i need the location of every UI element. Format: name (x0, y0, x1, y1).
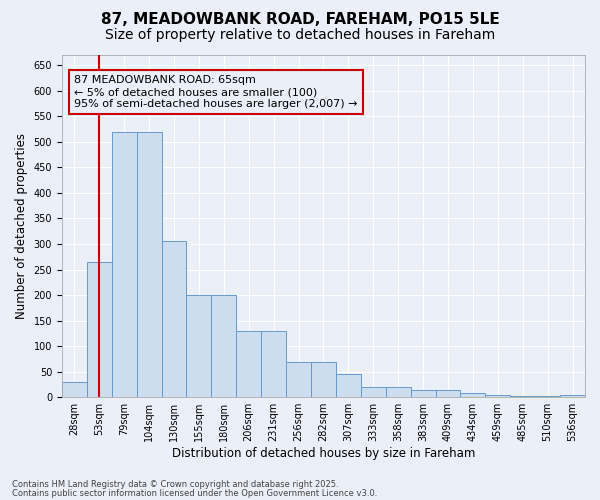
Bar (535, 396, 560, 397)
Text: 87, MEADOWBANK ROAD, FAREHAM, PO15 5LE: 87, MEADOWBANK ROAD, FAREHAM, PO15 5LE (101, 12, 499, 28)
Bar (87, 262, 112, 397)
Text: 87 MEADOWBANK ROAD: 65sqm
← 5% of detached houses are smaller (100)
95% of semi-: 87 MEADOWBANK ROAD: 65sqm ← 5% of detach… (74, 76, 358, 108)
Bar (410, 390, 436, 397)
Bar (112, 132, 137, 397)
Bar (560, 394, 585, 397)
Bar (137, 132, 161, 397)
Y-axis label: Number of detached properties: Number of detached properties (15, 133, 28, 319)
Bar (485, 394, 510, 397)
Bar (361, 387, 386, 397)
Bar (161, 242, 187, 397)
Bar (187, 295, 211, 397)
Bar (386, 387, 410, 397)
Text: Size of property relative to detached houses in Fareham: Size of property relative to detached ho… (105, 28, 495, 42)
Bar (510, 396, 535, 397)
Bar (62, 382, 87, 397)
Bar (336, 374, 361, 397)
Bar (211, 295, 236, 397)
Bar (311, 362, 336, 397)
X-axis label: Distribution of detached houses by size in Fareham: Distribution of detached houses by size … (172, 447, 475, 460)
Text: Contains public sector information licensed under the Open Government Licence v3: Contains public sector information licen… (12, 488, 377, 498)
Bar (436, 390, 460, 397)
Bar (261, 331, 286, 397)
Bar (236, 331, 261, 397)
Bar (286, 362, 311, 397)
Text: Contains HM Land Registry data © Crown copyright and database right 2025.: Contains HM Land Registry data © Crown c… (12, 480, 338, 489)
Bar (460, 393, 485, 397)
